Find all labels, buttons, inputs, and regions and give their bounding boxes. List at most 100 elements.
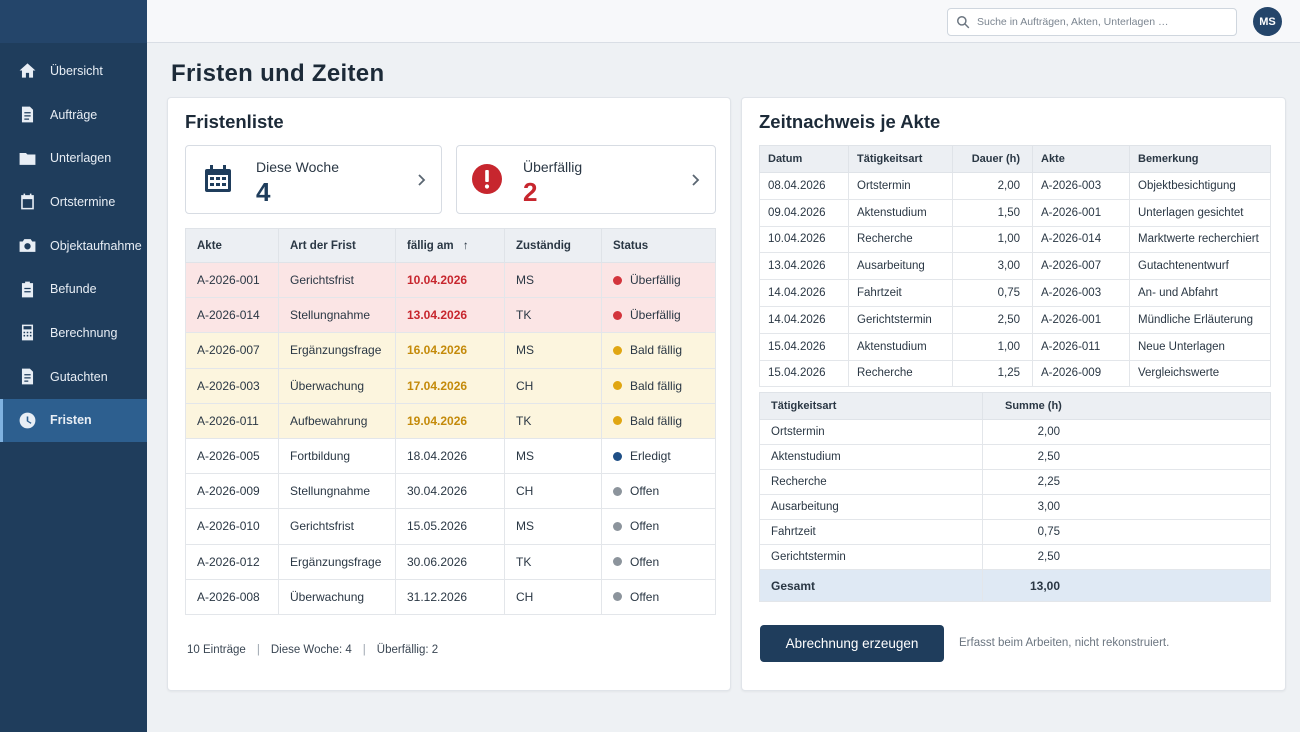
sidebar-item-label: Ortstermine — [50, 194, 116, 209]
status-badge: Offen — [630, 484, 660, 499]
cell-art: Gerichtsfrist — [278, 508, 396, 545]
column-header-summe[interactable]: Summe (h) — [982, 392, 1271, 420]
sidebar-item-auftraege[interactable]: Aufträge — [0, 93, 147, 137]
status-badge: Überfällig — [630, 273, 681, 288]
fristenliste-title: Fristenliste — [185, 111, 284, 132]
search-input[interactable] — [977, 16, 1227, 28]
kpi-this-week[interactable]: Diese Woche 4 — [185, 145, 442, 214]
cell-faellig: 30.04.2026 — [395, 473, 505, 510]
sidebar-item-objektaufnahme[interactable]: Objektaufnahme — [0, 224, 147, 268]
column-header-akte[interactable]: Akte — [1032, 145, 1130, 173]
table-row[interactable]: A-2026-009 Stellungnahme 30.04.2026 CH Offen — [185, 473, 716, 510]
summary-total-row: Gesamt 13,00 — [759, 569, 1271, 602]
deadline-table-body: A-2026-001 Gerichtsfrist 10.04.2026 MS Überf… — [185, 261, 716, 615]
table-row: Fahrtzeit 0,75 — [759, 519, 1271, 545]
cell-taetigkeitsart: Aktenstudium — [759, 444, 983, 470]
cell-art: Stellungnahme — [278, 473, 396, 510]
sidebar-item-uebersicht[interactable]: Übersicht — [0, 49, 147, 93]
cell-dauer: 1,50 — [952, 198, 1033, 227]
status-badge: Offen — [630, 554, 660, 569]
sidebar-item-unterlagen[interactable]: Unterlagen — [0, 136, 147, 180]
generate-invoice-button[interactable]: Abrechnung erzeugen — [760, 625, 944, 662]
clock-icon — [17, 410, 37, 430]
table-row[interactable]: A-2026-008 Überwachung 31.12.2026 CH Offen — [185, 578, 716, 615]
column-header-dauer[interactable]: Dauer (h) — [952, 145, 1033, 173]
cell-zustaendig: CH — [504, 473, 602, 510]
status-dot-icon — [613, 486, 622, 496]
table-row[interactable]: 09.04.2026 Aktenstudium 1,50 A-2026-001 Unte… — [759, 198, 1271, 227]
table-row[interactable]: A-2026-011 Aufbewahrung 19.04.2026 TK Bald f… — [185, 402, 716, 439]
cell-datum: 15.04.2026 — [759, 359, 849, 388]
column-header-taetigkeitsart[interactable]: Tätigkeitsart — [848, 145, 953, 173]
table-row[interactable]: A-2026-007 Ergänzungsfrage 16.04.2026 MS Bal… — [185, 332, 716, 369]
total-label: Gesamt — [759, 569, 983, 602]
status-dot-icon — [613, 592, 622, 602]
table-row[interactable]: 14.04.2026 Gerichtstermin 2,50 A-2026-001 Mü… — [759, 305, 1271, 334]
cell-status: Überfällig — [601, 297, 716, 334]
cell-art: Ergänzungsfrage — [278, 332, 396, 369]
topbar: MS — [147, 0, 1300, 43]
column-header-taetigkeitsart[interactable]: Tätigkeitsart — [759, 392, 983, 420]
table-row[interactable]: A-2026-001 Gerichtsfrist 10.04.2026 MS Überf… — [185, 261, 716, 299]
table-row[interactable]: A-2026-005 Fortbildung 18.04.2026 MS Erledig… — [185, 437, 716, 475]
cell-datum: 15.04.2026 — [759, 332, 849, 361]
cell-taetigkeitsart: Ortstermin — [759, 419, 983, 445]
summary-table: Tätigkeitsart Summe (h) Ortstermin 2,00 Ak… — [759, 392, 1271, 602]
cell-akte: A-2026-009 — [185, 473, 279, 510]
cell-dauer: 2,00 — [952, 172, 1033, 200]
cell-faellig: 30.06.2026 — [395, 543, 505, 580]
cell-datum: 08.04.2026 — [759, 172, 849, 200]
sidebar-item-befunde[interactable]: Befunde — [0, 267, 147, 311]
cell-akte: A-2026-007 — [185, 332, 279, 369]
cell-dauer: 0,75 — [952, 279, 1033, 307]
column-header-akte[interactable]: Akte — [185, 228, 279, 263]
table-row[interactable]: A-2026-012 Ergänzungsfrage 30.06.2026 TK Off… — [185, 543, 716, 580]
kpi-overdue-value: 2 — [523, 177, 538, 207]
table-row[interactable]: 15.04.2026 Recherche 1,25 A-2026-009 Verglei… — [759, 359, 1271, 388]
table-row[interactable]: 14.04.2026 Fahrtzeit 0,75 A-2026-003 An- und… — [759, 279, 1271, 307]
status-dot-icon — [613, 310, 622, 320]
cell-akte: A-2026-009 — [1032, 359, 1130, 388]
status-dot-icon — [613, 381, 622, 391]
cell-dauer: 1,00 — [952, 225, 1033, 254]
table-row[interactable]: 08.04.2026 Ortstermin 2,00 A-2026-003 Objekt… — [759, 172, 1271, 200]
table-header-row: Tätigkeitsart Summe (h) — [759, 392, 1271, 420]
column-header-datum[interactable]: Datum — [759, 145, 849, 173]
table-row[interactable]: 13.04.2026 Ausarbeitung 3,00 A-2026-007 Guta… — [759, 252, 1271, 281]
table-row: Ausarbeitung 3,00 — [759, 494, 1271, 520]
sidebar-item-berechnung[interactable]: Berechnung — [0, 311, 147, 355]
cell-taetigkeitsart: Fahrtzeit — [848, 279, 953, 307]
search-box[interactable] — [947, 8, 1237, 36]
sidebar-item-gutachten[interactable]: Gutachten — [0, 355, 147, 399]
table-row[interactable]: A-2026-003 Überwachung 17.04.2026 CH Bald fä… — [185, 367, 716, 404]
clipboard-icon — [17, 279, 37, 299]
cell-akte: A-2026-003 — [1032, 172, 1130, 200]
kpi-overdue-label: Überfällig — [523, 159, 583, 175]
status-badge: Bald fällig — [630, 413, 683, 428]
sidebar-item-fristen[interactable]: Fristen — [0, 398, 147, 443]
cell-akte: A-2026-010 — [185, 508, 279, 545]
kpi-overdue[interactable]: Überfällig 2 — [456, 145, 716, 214]
sidebar-item-label: Befunde — [50, 282, 97, 297]
page-title: Fristen und Zeiten — [171, 60, 385, 87]
cell-zustaendig: MS — [504, 332, 602, 369]
table-row[interactable]: A-2026-014 Stellungnahme 13.04.2026 TK Überf… — [185, 297, 716, 334]
cell-faellig: 18.04.2026 — [395, 437, 505, 475]
column-header-zustaendig[interactable]: Zuständig — [504, 228, 602, 263]
table-row[interactable]: 15.04.2026 Aktenstudium 1,00 A-2026-011 Neue… — [759, 332, 1271, 361]
cell-dauer: 2,50 — [952, 305, 1033, 334]
column-header-faellig[interactable]: fällig am ↑ — [395, 228, 505, 263]
column-header-art[interactable]: Art der Frist — [278, 228, 396, 263]
avatar[interactable]: MS — [1253, 7, 1282, 36]
cell-faellig: 19.04.2026 — [395, 402, 505, 439]
table-row[interactable]: 10.04.2026 Recherche 1,00 A-2026-014 Marktwe… — [759, 225, 1271, 254]
column-header-status[interactable]: Status — [601, 228, 716, 263]
column-header-bemerkung[interactable]: Bemerkung — [1129, 145, 1271, 173]
sidebar-item-ortstermine[interactable]: Ortstermine — [0, 180, 147, 224]
status-dot-icon — [613, 557, 622, 567]
cell-akte: A-2026-001 — [1032, 198, 1130, 227]
status-dot-icon — [613, 345, 622, 355]
cell-akte: A-2026-012 — [185, 543, 279, 580]
table-row[interactable]: A-2026-010 Gerichtsfrist 15.05.2026 MS Offen — [185, 508, 716, 545]
cell-taetigkeitsart: Recherche — [848, 225, 953, 254]
